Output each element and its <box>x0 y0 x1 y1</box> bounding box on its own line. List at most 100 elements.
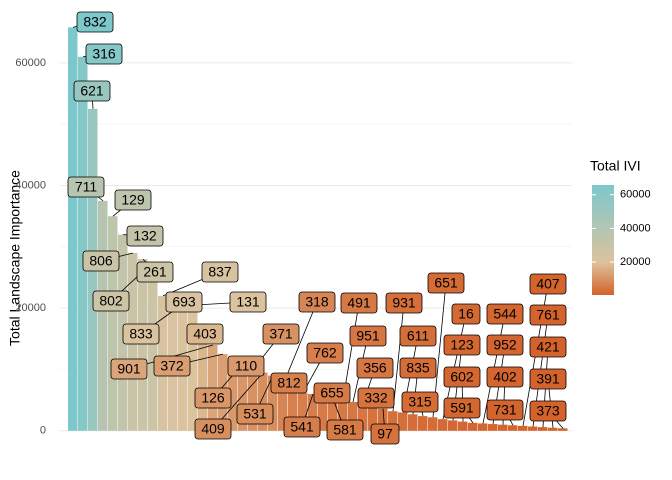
bar <box>428 417 438 431</box>
label-box <box>399 357 437 379</box>
bar-label: 762 <box>313 345 337 361</box>
bar-label: 731 <box>493 402 517 418</box>
y-tick-label: 60000 <box>15 57 46 69</box>
bar-label: 407 <box>536 276 560 292</box>
label-box <box>85 43 123 65</box>
leader-line <box>282 301 318 385</box>
bar-label: 833 <box>129 326 153 342</box>
bar <box>388 411 398 431</box>
bar <box>418 416 428 431</box>
bar-label: 901 <box>117 361 141 377</box>
bar-label: 409 <box>201 421 225 437</box>
bar-label: 129 <box>121 192 145 208</box>
bar-label: 621 <box>80 83 104 99</box>
bar <box>138 259 148 431</box>
y-tick-label: 20000 <box>15 302 46 314</box>
label-box <box>529 368 567 390</box>
bar-label: 835 <box>406 360 430 376</box>
label-box <box>306 342 344 364</box>
bar <box>548 427 558 431</box>
label-box <box>399 325 437 347</box>
bar-label: 110 <box>235 358 258 374</box>
bar <box>518 425 528 431</box>
bar-label: 402 <box>493 369 517 385</box>
bar-label: 531 <box>243 406 267 422</box>
label-box <box>201 261 239 283</box>
bar-label: 602 <box>450 369 474 385</box>
bar <box>448 420 458 431</box>
bar <box>188 305 198 431</box>
bar-label: 837 <box>208 264 232 280</box>
bar-label: 611 <box>407 328 430 344</box>
label-box <box>165 291 203 313</box>
label-box <box>486 366 524 388</box>
y-tick-label: 0 <box>40 425 46 437</box>
bar <box>358 403 368 431</box>
bar-label: 806 <box>89 253 113 269</box>
legend-tick-label: 60000 <box>620 189 651 201</box>
bar <box>378 408 388 431</box>
label-box <box>443 334 481 356</box>
legend-tick-label: 20000 <box>620 256 651 268</box>
label-box <box>370 423 400 445</box>
bar-label: 832 <box>83 14 107 30</box>
label-box <box>136 261 174 283</box>
label-box <box>229 291 267 313</box>
label-box <box>298 291 336 313</box>
bar-label: 126 <box>201 390 225 406</box>
bar <box>498 424 508 431</box>
bar-label: 97 <box>377 426 393 442</box>
label-box <box>262 323 300 345</box>
bar <box>108 216 118 431</box>
bar-label: 132 <box>133 228 157 244</box>
labels: 832 316 621 711 129 132 806 261 802 837 693 833 131 4… <box>67 11 567 445</box>
label-box <box>357 387 395 409</box>
label-box <box>82 250 120 272</box>
bar <box>508 425 518 431</box>
label-box <box>114 189 152 211</box>
bar <box>238 363 248 431</box>
bar <box>298 392 308 431</box>
bar-label: 421 <box>536 339 560 355</box>
bar-label: 261 <box>143 264 167 280</box>
bar-label: 952 <box>493 337 517 353</box>
bar-label: 812 <box>277 375 301 391</box>
bar <box>478 423 488 431</box>
bar-label: 332 <box>364 390 388 406</box>
label-box <box>270 372 308 394</box>
label-box <box>326 419 364 441</box>
label-box <box>529 273 567 295</box>
bar <box>308 394 318 431</box>
bar-label: 373 <box>536 403 560 419</box>
bar <box>258 372 268 431</box>
label-box <box>529 304 567 326</box>
label-box <box>340 292 378 314</box>
label-box <box>451 303 481 325</box>
bar <box>528 426 538 431</box>
bar-label: 356 <box>363 360 387 376</box>
bar <box>198 323 208 431</box>
label-box <box>356 357 394 379</box>
bar-label: 711 <box>75 179 98 195</box>
label-box <box>385 292 423 314</box>
bar-label: 802 <box>99 293 123 309</box>
bar <box>248 369 258 431</box>
bar <box>78 56 88 431</box>
label-box <box>427 272 465 294</box>
bar-label: 655 <box>320 385 344 401</box>
label-box <box>73 80 111 102</box>
bar <box>98 200 108 431</box>
label-box <box>236 403 274 425</box>
y-axis-label: Total Landscape Importance <box>7 170 23 346</box>
label-box <box>76 11 114 33</box>
bar-label: 403 <box>193 326 217 342</box>
label-box <box>486 334 524 356</box>
bar <box>468 422 478 431</box>
label-box <box>283 416 321 438</box>
label-box <box>313 382 351 404</box>
label-box <box>110 358 148 380</box>
bar-label: 544 <box>493 306 517 322</box>
label-box <box>194 418 232 440</box>
label-box <box>443 397 481 419</box>
colorbar <box>592 185 614 295</box>
